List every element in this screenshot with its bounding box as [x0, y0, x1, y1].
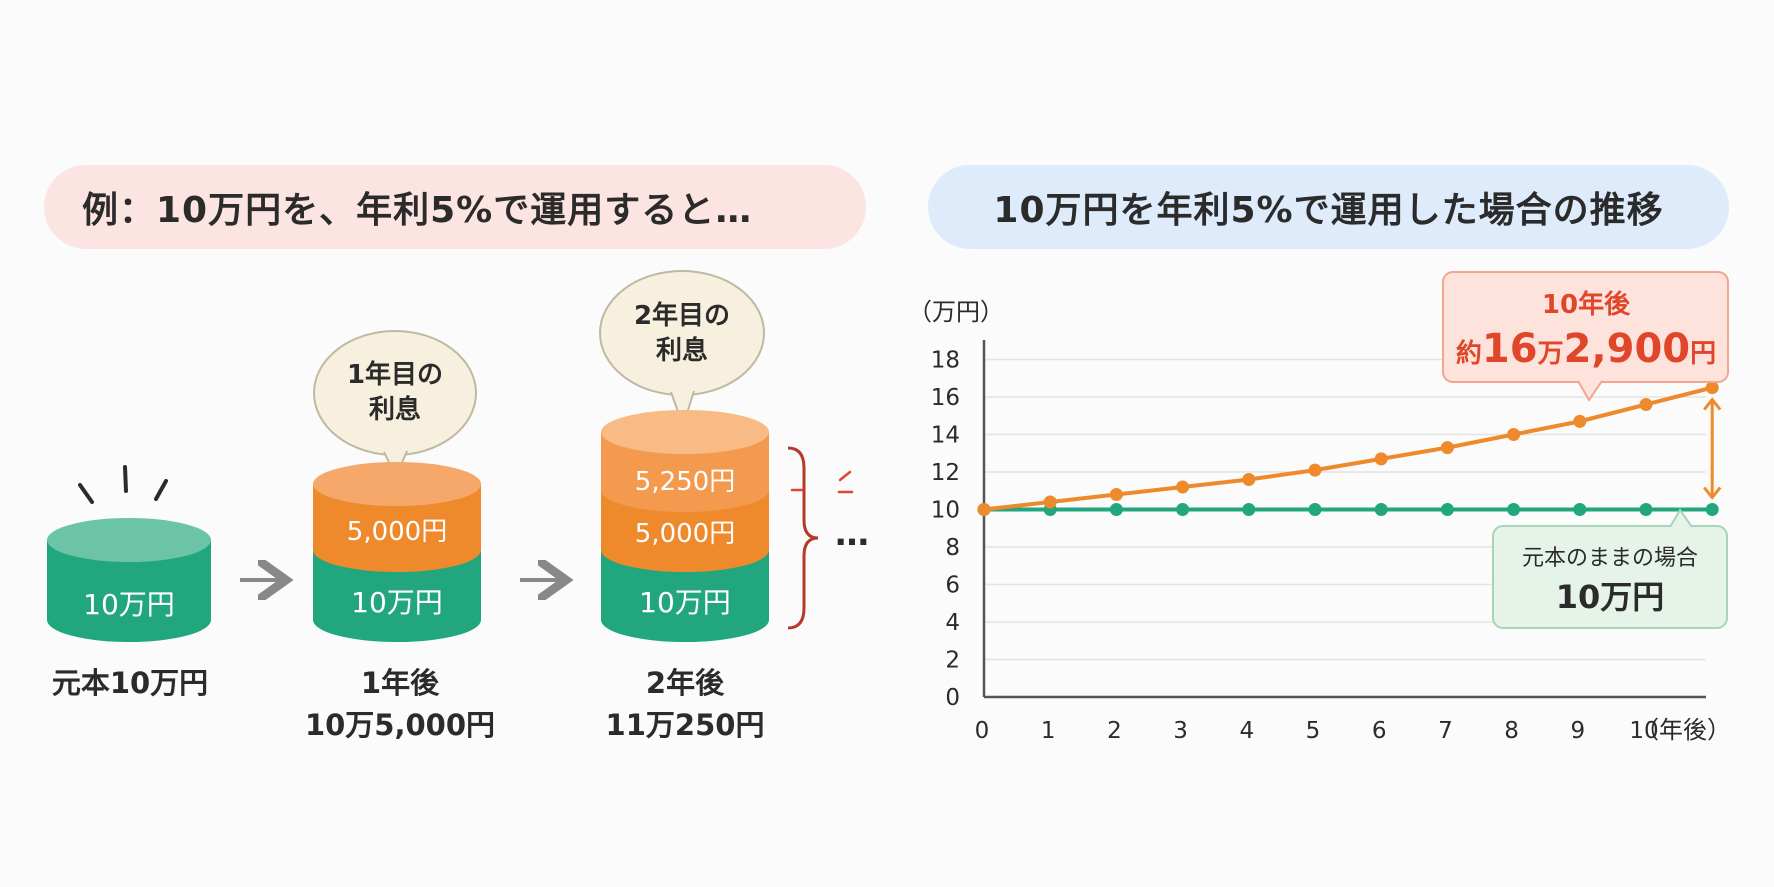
y-tick-label: 12	[931, 460, 960, 486]
callout-yen: 円	[1690, 339, 1716, 369]
callout-big2: 2,900	[1564, 326, 1691, 372]
y-tick-label: 16	[931, 385, 960, 411]
callout-big1: 16	[1482, 326, 1538, 372]
x-tick-label: 3	[1173, 718, 1188, 744]
x-tick-label: 8	[1504, 718, 1519, 744]
stage-caption: 元本10万円	[20, 662, 240, 704]
example-title-banner: 例：10万円を、年利5%で運用すると…	[44, 165, 866, 249]
x-tick-label: 5	[1306, 718, 1321, 744]
y-tick-label: 8	[945, 535, 960, 561]
x-axis-unit-label: （年後）	[1635, 716, 1731, 744]
speech-bubble: 1年目の 利息	[313, 330, 477, 480]
y-tick-label: 0	[945, 685, 960, 711]
data-point	[1374, 452, 1388, 466]
x-tick-label: 2	[1107, 718, 1122, 744]
y-tick-label: 6	[945, 573, 960, 599]
x-tick-label: 7	[1438, 718, 1453, 744]
data-point	[1242, 503, 1256, 516]
data-point	[1440, 441, 1454, 455]
data-point	[1705, 381, 1719, 395]
callout-man: 万	[1538, 339, 1564, 369]
caption-line2: 10万5,000円	[304, 708, 496, 742]
bubble-text-line2: 利息	[369, 394, 421, 425]
y-axis-unit-label: （万円）	[908, 298, 1004, 326]
data-point	[1043, 495, 1057, 509]
principal-cylinder-initial: 10万円	[47, 518, 211, 642]
callout-line1: 10年後	[1542, 289, 1631, 320]
interest-label: 5,250円	[635, 467, 735, 497]
data-point	[1176, 503, 1190, 516]
stage-caption: 1年後 10万5,000円	[280, 662, 520, 746]
principal-callout-line1: 元本のままの場合	[1522, 546, 1698, 571]
caption-line2: 11万250円	[605, 708, 765, 742]
x-tick-label: 10	[1629, 718, 1658, 744]
data-point	[1109, 503, 1123, 516]
x-tick-label: 4	[1239, 718, 1254, 744]
spark-marks-icon	[790, 470, 854, 494]
example-title: 例：10万円を、年利5%で運用すると…	[82, 190, 753, 231]
data-point	[1308, 463, 1322, 477]
data-point	[1507, 503, 1521, 516]
bubble-text-line2: 利息	[656, 335, 708, 366]
data-point	[1573, 503, 1587, 516]
data-point	[1109, 488, 1123, 501]
series-line	[983, 385, 1713, 512]
data-point	[1639, 398, 1653, 411]
data-point	[1176, 480, 1190, 494]
x-tick-label: 9	[1570, 718, 1585, 744]
data-point	[1242, 473, 1256, 486]
data-point	[1440, 503, 1454, 516]
x-tick-label: 6	[1372, 718, 1387, 744]
brace-icon	[787, 446, 819, 630]
stage-caption: 2年後 11万250円	[565, 662, 805, 746]
data-point	[1639, 503, 1653, 516]
y-tick-label: 14	[931, 423, 960, 449]
data-point	[1308, 503, 1322, 516]
callout-amount: 約16万2,900円	[1456, 326, 1716, 372]
y-tick-label: 10	[931, 498, 960, 524]
data-point	[1573, 414, 1587, 428]
data-point	[1705, 503, 1719, 516]
principal-label: 10万円	[83, 588, 175, 621]
chart-title: 10万円を年利5%で運用した場合の推移	[993, 190, 1664, 231]
ellipsis: …	[835, 514, 869, 554]
x-tick-label: 0	[975, 718, 990, 744]
interest-label: 5,000円	[635, 519, 735, 549]
invested-result-callout: 10年後 約16万2,900円	[1442, 271, 1729, 402]
data-point	[977, 503, 991, 516]
sparkle-icon	[78, 465, 168, 504]
principal-callout-line2: 10万円	[1556, 578, 1665, 616]
gap-double-arrow-icon	[1703, 397, 1722, 500]
principal-label: 10万円	[639, 586, 731, 619]
y-tick-label: 2	[945, 648, 960, 674]
x-tick-label: 1	[1041, 718, 1056, 744]
principal-label: 10万円	[351, 586, 443, 619]
gap-arrow-head-up	[1703, 397, 1722, 411]
y-tick-label: 4	[945, 610, 960, 636]
caption-line1: 1年後	[360, 666, 440, 700]
compound-interest-illustration: 10万円 1年目の 利息 5,000円 10万円 2年目の 利息 5,250円 …	[47, 270, 869, 642]
bubble-text-line1: 2年目の	[634, 300, 730, 331]
interest-label: 5,000円	[347, 517, 447, 547]
principal-callout: 元本のままの場合 10万円	[1492, 508, 1728, 629]
speech-bubble: 2年目の 利息	[599, 270, 765, 430]
chart-title-banner: 10万円を年利5%で運用した場合の推移	[928, 165, 1729, 249]
caption-line1: 2年後	[645, 666, 725, 700]
gap-arrow-head-down	[1703, 486, 1722, 500]
y-tick-label: 18	[931, 348, 960, 374]
cylinder-stack-year2: 5,250円 5,000円 10万円	[601, 410, 769, 642]
cylinder-stack-year1: 5,000円 10万円	[313, 462, 481, 642]
callout-prefix: 約	[1456, 338, 1482, 369]
data-point	[1507, 428, 1521, 441]
bubble-text-line1: 1年目の	[347, 359, 443, 390]
caption-line1: 元本10万円	[51, 666, 209, 700]
data-point	[1374, 503, 1388, 516]
